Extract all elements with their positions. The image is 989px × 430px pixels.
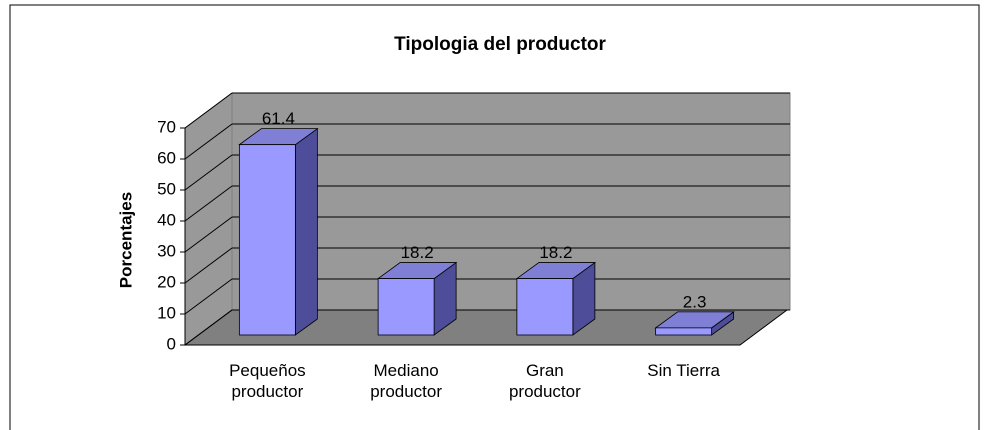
x-tick-label: Mediano productor [370,361,443,401]
bar [516,278,574,336]
value-label: 18.2 [539,243,572,262]
y-axis-label: Porcentajes [116,192,135,288]
grid-line [184,278,233,315]
y-tick-label: 30 [157,241,176,260]
value-label: 2.3 [683,292,707,311]
grid-line [184,216,233,253]
y-tick-label: 70 [157,117,176,136]
bar [655,327,713,336]
side-wall [184,92,233,346]
y-tick-label: 0 [167,334,176,353]
x-tick-label: Gran productor [508,361,581,401]
grid-line [184,185,233,222]
grid-line [184,247,233,284]
y-tick-label: 50 [157,179,176,198]
bar [238,144,296,336]
y-tick-label: 60 [157,148,176,167]
x-tick-label: Sin Tierra [647,361,720,380]
grid-line [184,92,233,129]
bar [377,278,435,336]
value-label: 61.4 [262,109,295,128]
y-tick-label: 20 [157,272,176,291]
bar-side [294,127,318,336]
y-tick-label: 40 [157,210,176,229]
grid-line [184,154,233,191]
grid-line [184,309,233,346]
y-tick-label: 10 [157,303,176,322]
x-tick-label: Pequeños productor [229,361,306,401]
chart-title: Tipologia del productor [394,34,606,55]
grid-line [184,123,233,160]
value-label: 18.2 [401,243,434,262]
